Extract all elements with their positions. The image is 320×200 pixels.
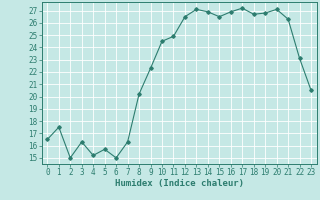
X-axis label: Humidex (Indice chaleur): Humidex (Indice chaleur): [115, 179, 244, 188]
